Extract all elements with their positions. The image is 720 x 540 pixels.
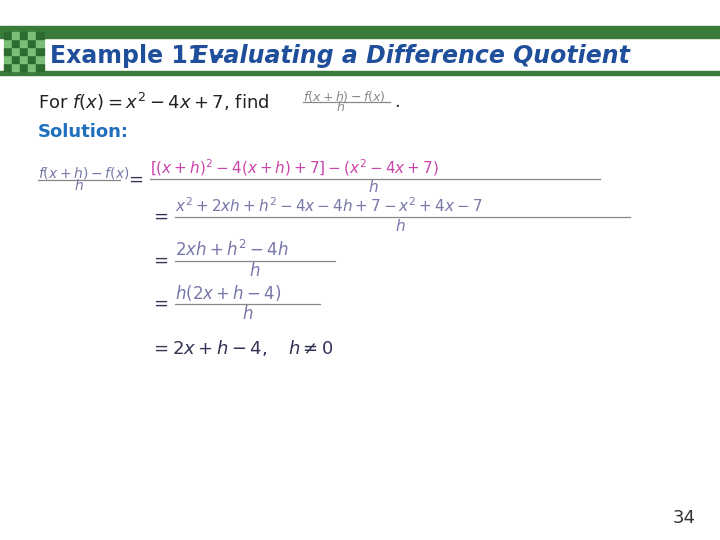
Text: $f(x+h)-f(x)$: $f(x+h)-f(x)$ — [38, 165, 130, 181]
Bar — [12, 39, 19, 47]
Text: $h$: $h$ — [395, 218, 405, 234]
Bar — [36, 31, 43, 39]
Text: $=$: $=$ — [150, 207, 168, 225]
Bar — [28, 64, 35, 71]
Text: Example 11 –: Example 11 – — [50, 44, 233, 68]
Bar — [36, 48, 43, 55]
Bar — [4, 48, 12, 55]
Text: $h(2x+h-4)$: $h(2x+h-4)$ — [175, 283, 282, 303]
Text: Solution:: Solution: — [38, 123, 129, 141]
Bar — [36, 56, 43, 63]
Bar — [4, 31, 12, 39]
Bar — [4, 56, 12, 63]
Bar — [20, 56, 27, 63]
Text: .: . — [394, 93, 400, 111]
Bar — [28, 31, 35, 39]
Bar — [28, 39, 35, 47]
Text: $h$: $h$ — [74, 179, 84, 193]
Bar — [4, 64, 12, 71]
Bar — [0, 26, 720, 38]
Text: $h$: $h$ — [249, 262, 261, 280]
Bar — [12, 31, 19, 39]
Bar — [20, 48, 27, 55]
Text: $[(x+h)^2-4(x+h)+7]-(x^2-4x+7)$: $[(x+h)^2-4(x+h)+7]-(x^2-4x+7)$ — [150, 158, 439, 178]
Bar — [28, 56, 35, 63]
Bar — [12, 56, 19, 63]
Text: $=$: $=$ — [125, 170, 143, 188]
Bar — [20, 64, 27, 71]
Text: $x^2+2xh+h^2-4x-4h+7-x^2+4x-7$: $x^2+2xh+h^2-4x-4h+7-x^2+4x-7$ — [175, 197, 482, 215]
Text: $h$: $h$ — [336, 100, 346, 114]
Bar — [20, 39, 27, 47]
Text: $2xh+h^2-4h$: $2xh+h^2-4h$ — [175, 240, 289, 260]
Text: $h$: $h$ — [368, 179, 378, 195]
Text: $= 2x+h-4, \quad h \neq 0$: $= 2x+h-4, \quad h \neq 0$ — [150, 338, 333, 358]
Text: 34: 34 — [673, 509, 696, 527]
Text: For $\mathit{f}(\mathit{x}) = \mathit{x}^2 - 4\mathit{x} + 7$, find: For $\mathit{f}(\mathit{x}) = \mathit{x}… — [38, 91, 269, 113]
Bar — [36, 64, 43, 71]
Text: Evaluating a Difference Quotient: Evaluating a Difference Quotient — [192, 44, 630, 68]
Bar — [36, 39, 43, 47]
Text: $f(x+h)-f(x)$: $f(x+h)-f(x)$ — [303, 90, 386, 105]
Text: $=$: $=$ — [150, 251, 168, 269]
Bar — [12, 48, 19, 55]
Bar — [20, 31, 27, 39]
Bar — [0, 71, 720, 75]
Bar — [28, 48, 35, 55]
Bar — [4, 39, 12, 47]
Text: $h$: $h$ — [243, 305, 253, 323]
Text: $=$: $=$ — [150, 294, 168, 312]
Bar — [12, 64, 19, 71]
